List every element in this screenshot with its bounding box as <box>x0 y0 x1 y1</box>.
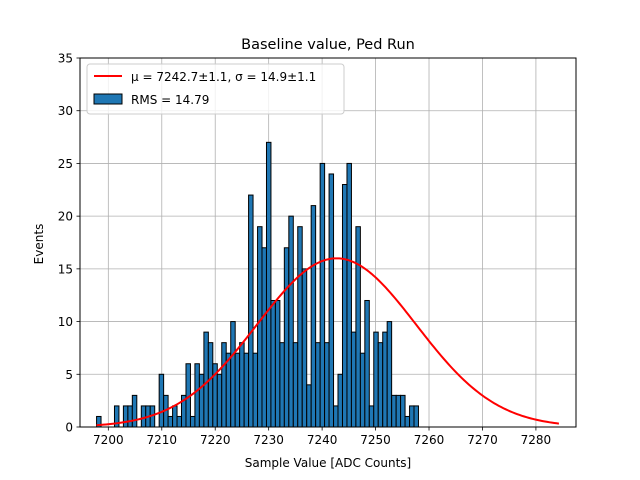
y-tick-label: 30 <box>58 104 73 118</box>
histogram-bar <box>283 247 290 428</box>
histogram-bar <box>198 373 205 428</box>
legend-histogram-label: RMS = 14.79 <box>131 93 209 107</box>
histogram-bar <box>346 162 352 428</box>
histogram-bar <box>172 405 178 428</box>
histogram-bar <box>315 342 321 428</box>
legend: μ = 7242.7±1.1, σ = 14.9±1.1 RMS = 14.79 <box>86 63 345 115</box>
histogram-bar <box>310 205 317 428</box>
plot-frame <box>79 57 577 428</box>
histogram-bar <box>377 342 384 428</box>
histogram-bar <box>279 342 285 428</box>
fit-curve-layer <box>96 257 560 427</box>
x-tick-label: 7240 <box>307 433 338 447</box>
histogram-bar <box>368 405 375 428</box>
histogram-bar <box>341 184 348 428</box>
histogram-bar <box>122 405 129 428</box>
histogram-bar <box>382 331 388 428</box>
histogram-bar <box>350 331 357 428</box>
histogram-bar <box>225 352 232 428</box>
histogram-bar <box>319 162 326 428</box>
x-tick-label: 7200 <box>93 433 124 447</box>
y-tick-label: 25 <box>58 157 73 171</box>
x-tick-label: 7220 <box>200 433 231 447</box>
legend-fit-label: μ = 7242.7±1.1, σ = 14.9±1.1 <box>131 70 316 84</box>
histogram-bar <box>176 415 183 428</box>
histogram-bar <box>127 405 133 428</box>
x-axis-label: Sample Value [ADC Counts] <box>245 456 411 470</box>
histogram-bar <box>297 226 303 428</box>
y-axis-ticks: 0 5 10 15 20 25 30 35 <box>58 52 80 435</box>
histogram-bar <box>373 331 379 428</box>
histogram-bar <box>274 299 281 428</box>
histogram-bar <box>252 352 259 428</box>
histogram-bar <box>337 373 343 428</box>
x-tick-label: 7280 <box>521 433 552 447</box>
histogram-bar <box>234 352 241 428</box>
histogram-bar <box>131 394 138 428</box>
x-tick-label: 7260 <box>414 433 445 447</box>
histogram-bar <box>261 247 267 428</box>
histogram-bar <box>167 415 174 428</box>
histogram-bar <box>239 342 245 428</box>
histogram-bar <box>333 405 339 428</box>
histogram-bar <box>230 321 236 428</box>
histogram-bar <box>207 342 214 428</box>
y-tick-label: 20 <box>58 210 73 224</box>
histogram-bar <box>391 394 397 428</box>
histogram-bar <box>194 363 200 428</box>
histogram-bar <box>257 226 263 428</box>
histogram-bar <box>328 173 335 428</box>
histogram-bar <box>404 415 411 428</box>
histogram-bar <box>248 194 254 428</box>
histogram-bar <box>216 373 223 428</box>
histogram-bar <box>221 342 227 428</box>
histogram-bar <box>270 299 276 428</box>
histogram-bar <box>306 384 312 428</box>
histogram-bar <box>386 321 393 428</box>
legend-histogram-swatch <box>93 93 123 105</box>
histogram-bar <box>413 405 419 428</box>
histogram-bar <box>359 352 366 428</box>
x-tick-label: 7210 <box>147 433 178 447</box>
y-axis-label: Events <box>32 224 46 265</box>
histogram-bar <box>355 226 361 428</box>
legend-frame <box>86 63 345 115</box>
x-tick-label: 7250 <box>360 433 391 447</box>
histogram-bar <box>409 405 415 428</box>
histogram-bar <box>364 299 370 428</box>
histogram-bar <box>288 215 294 428</box>
chart-title: Baseline value, Ped Run <box>241 37 415 53</box>
x-axis-ticks: 7200 7210 7220 7230 7240 7250 7260 7270 7280 <box>93 427 551 447</box>
histogram-bar <box>158 373 165 428</box>
histogram-bar <box>301 268 308 428</box>
gaussian-fit-curve <box>96 257 560 427</box>
x-tick-label: 7230 <box>253 433 284 447</box>
histogram-bar <box>395 394 402 428</box>
y-tick-label: 35 <box>58 52 73 66</box>
histogram-bar <box>265 141 272 428</box>
histogram-bar <box>203 331 209 428</box>
histogram-bar <box>400 394 406 428</box>
y-tick-label: 0 <box>65 421 73 435</box>
y-tick-label: 5 <box>65 368 73 382</box>
histogram-bar <box>189 415 196 428</box>
y-tick-label: 10 <box>58 315 73 329</box>
y-tick-label: 15 <box>58 262 73 276</box>
histogram-bar <box>324 342 330 428</box>
histogram-bar <box>292 342 299 428</box>
histogram-bar <box>243 352 250 428</box>
axes-frame <box>79 57 577 428</box>
x-tick-label: 7270 <box>467 433 498 447</box>
histogram-bar <box>140 405 147 428</box>
